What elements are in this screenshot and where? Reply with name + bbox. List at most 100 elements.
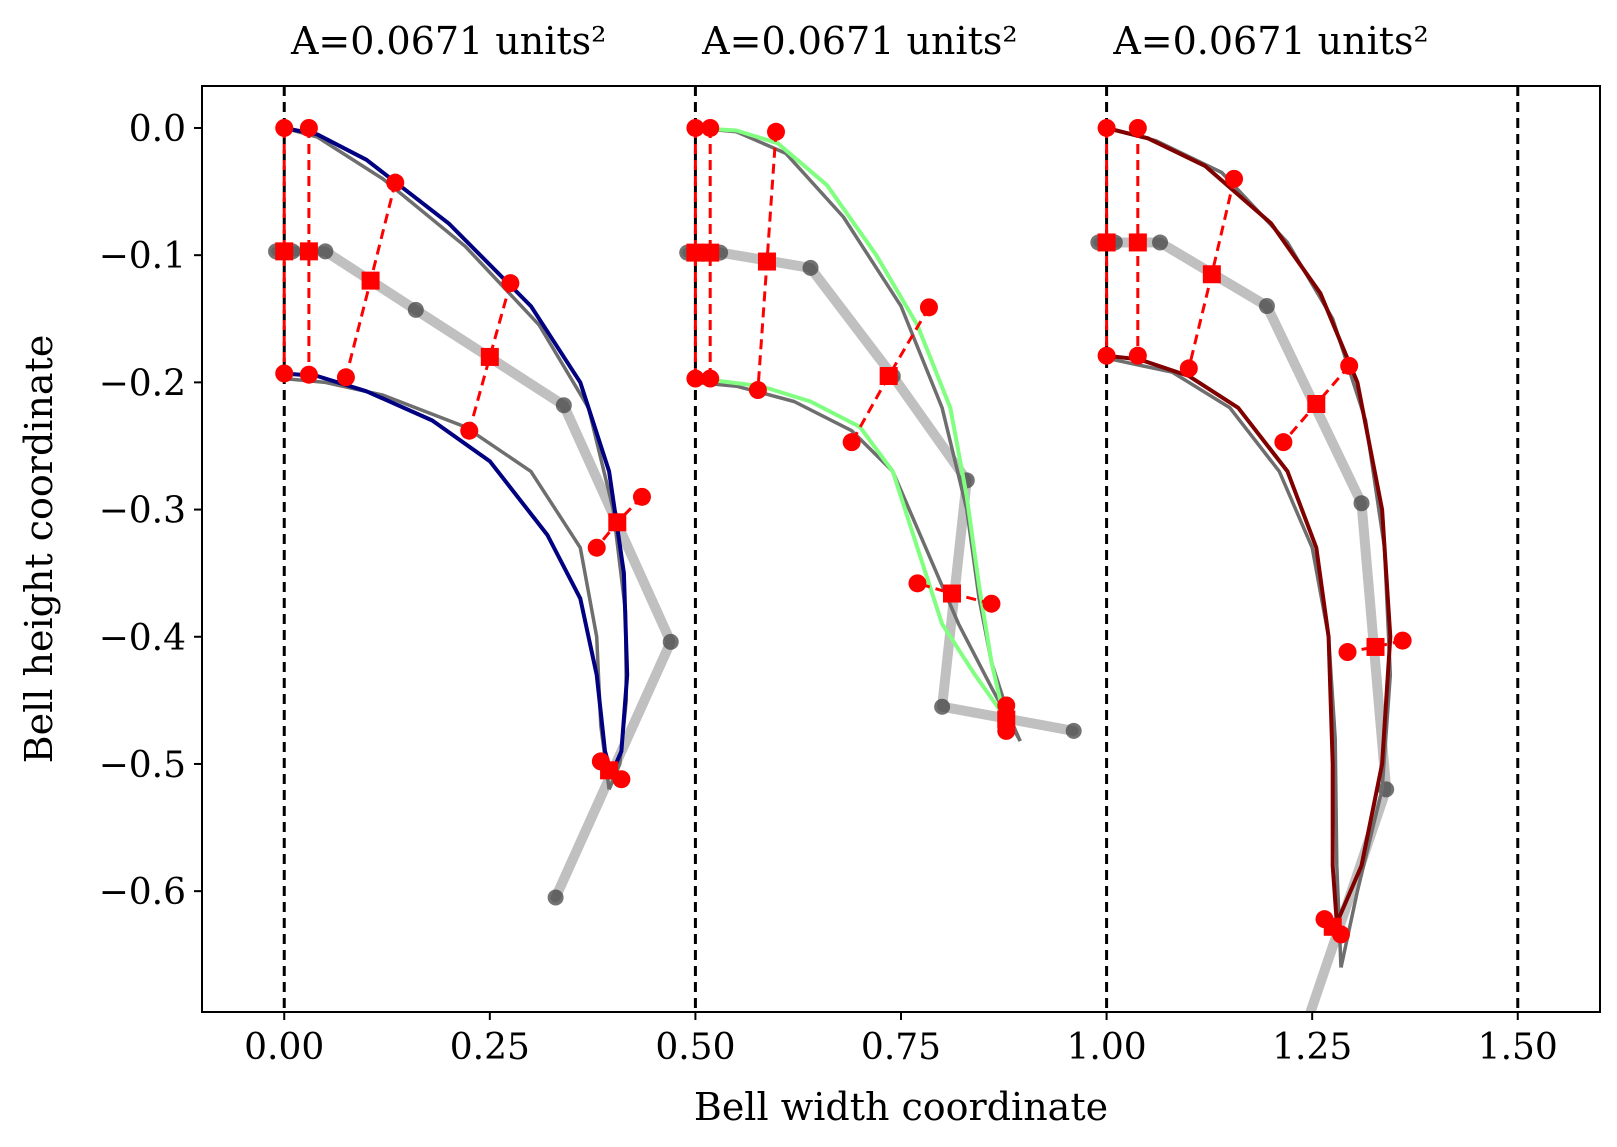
bell-panel-3 — [1090, 118, 1412, 1012]
inner-control-point — [701, 369, 720, 388]
inner-control-point — [1128, 346, 1147, 365]
outer-control-point — [701, 118, 720, 137]
skeleton-line — [271, 246, 676, 903]
outer-control-point — [686, 118, 705, 137]
skeleton-point — [547, 889, 564, 906]
inner-control-point — [591, 752, 610, 771]
inner-control-point — [460, 421, 479, 440]
bell-inner-profile — [695, 377, 1006, 717]
skeleton-point — [802, 259, 819, 276]
panel-title: A=0.0671 units² — [290, 19, 606, 63]
outer-control-point — [1097, 118, 1116, 137]
midline-control-point — [757, 252, 776, 271]
midline-control-point — [1307, 394, 1326, 413]
plot-frame — [201, 85, 1601, 1013]
outer-control-point — [275, 118, 294, 137]
inner-control-point — [1097, 346, 1116, 365]
skeleton-line — [682, 247, 1079, 736]
inner-control-point — [1179, 359, 1198, 378]
midline-control-point — [480, 347, 499, 366]
midline-control-point — [942, 584, 961, 603]
outer-control-point — [1393, 631, 1412, 650]
bell-outer-profile — [1106, 126, 1393, 924]
skeleton-point — [662, 633, 679, 650]
bell-panel-2 — [679, 118, 1082, 742]
inner-control-point — [997, 696, 1016, 715]
bell-panel-1 — [268, 118, 679, 906]
x-tick-label: 0.00 — [244, 1027, 324, 1068]
midline-control-point — [1128, 233, 1147, 252]
skeleton-point — [317, 243, 334, 260]
inner-control-point — [908, 574, 927, 593]
thickness-rung-line — [1347, 639, 1403, 654]
midline-control-point — [997, 710, 1016, 729]
y-tick-label: −0.6 — [99, 872, 186, 913]
y-tick-label: −0.3 — [99, 491, 186, 532]
y-tick-label: 0.0 — [129, 109, 186, 150]
x-axis-ticks: 0.00 0.25 0.50 0.75 1.00 1.25 1.50 — [244, 1012, 1558, 1068]
outer-control-point — [767, 122, 786, 141]
y-axis-ticks: 0.0 −0.1 −0.2 −0.3 −0.4 −0.5 −0.6 — [99, 109, 202, 913]
outer-control-point — [1128, 118, 1147, 137]
x-axis-label: Bell width coordinate — [694, 1085, 1108, 1129]
outer-control-point — [982, 594, 1001, 613]
skeleton-point — [1065, 722, 1082, 739]
midline-control-point — [608, 513, 627, 532]
skeleton-point — [407, 301, 424, 318]
outer-control-point — [501, 274, 520, 293]
x-tick-label: 0.25 — [450, 1027, 530, 1068]
inner-control-point — [336, 368, 355, 387]
y-tick-label: −0.1 — [99, 236, 186, 277]
outer-control-point — [386, 173, 405, 192]
midline-control-point — [1202, 265, 1221, 284]
outer-control-point — [919, 298, 938, 317]
thickness-rung-line — [850, 306, 931, 443]
inner-control-point — [275, 364, 294, 383]
skeleton-point — [555, 397, 572, 414]
y-tick-label: −0.2 — [99, 363, 186, 404]
midline-control-point — [686, 243, 705, 262]
inner-control-point — [1315, 910, 1334, 929]
inner-control-point — [686, 369, 705, 388]
midline-control-point — [299, 242, 318, 261]
panel-titles: A=0.0671 units² A=0.0671 units² A=0.0671 u… — [290, 19, 1429, 63]
y-tick-label: −0.4 — [99, 618, 186, 659]
skeleton-point — [1152, 234, 1169, 251]
inner-control-point — [748, 381, 767, 400]
bell-inner-profile — [284, 371, 614, 775]
outer-control-point — [1340, 356, 1359, 375]
inner-control-point — [842, 433, 861, 452]
inner-control-point — [587, 538, 606, 557]
midline-control-point — [1097, 233, 1116, 252]
inner-control-point — [1274, 433, 1293, 452]
skeleton-point — [1353, 495, 1370, 512]
inner-control-point — [299, 365, 318, 384]
skeleton-point — [1258, 298, 1275, 315]
plot-content — [268, 86, 1520, 1012]
outer-control-point — [632, 487, 651, 506]
inner-control-point — [1338, 643, 1357, 662]
x-tick-label: 1.25 — [1272, 1027, 1352, 1068]
target-inner-profile — [284, 376, 611, 790]
midline-control-point — [361, 271, 380, 290]
midline-control-point — [879, 367, 898, 386]
bell-outer-profile — [283, 126, 630, 775]
y-tick-label: −0.5 — [99, 745, 186, 786]
x-tick-label: 0.75 — [861, 1027, 941, 1068]
panel-title: A=0.0671 units² — [701, 19, 1017, 63]
panel-title: A=0.0671 units² — [1112, 19, 1428, 63]
outer-control-point — [299, 118, 318, 137]
midline-control-point — [1366, 637, 1385, 656]
x-tick-label: 0.50 — [655, 1027, 735, 1068]
target-outer-profile — [1106, 126, 1393, 968]
bell-inner-profile — [1106, 353, 1339, 924]
outer-control-point — [1225, 169, 1244, 188]
midline-control-point — [701, 243, 720, 262]
midline-control-point — [275, 242, 294, 261]
x-tick-label: 1.50 — [1478, 1027, 1558, 1068]
y-axis-label: Bell height coordinate — [17, 335, 61, 764]
skeleton-point — [934, 698, 951, 715]
thickness-rung-line — [467, 282, 512, 432]
